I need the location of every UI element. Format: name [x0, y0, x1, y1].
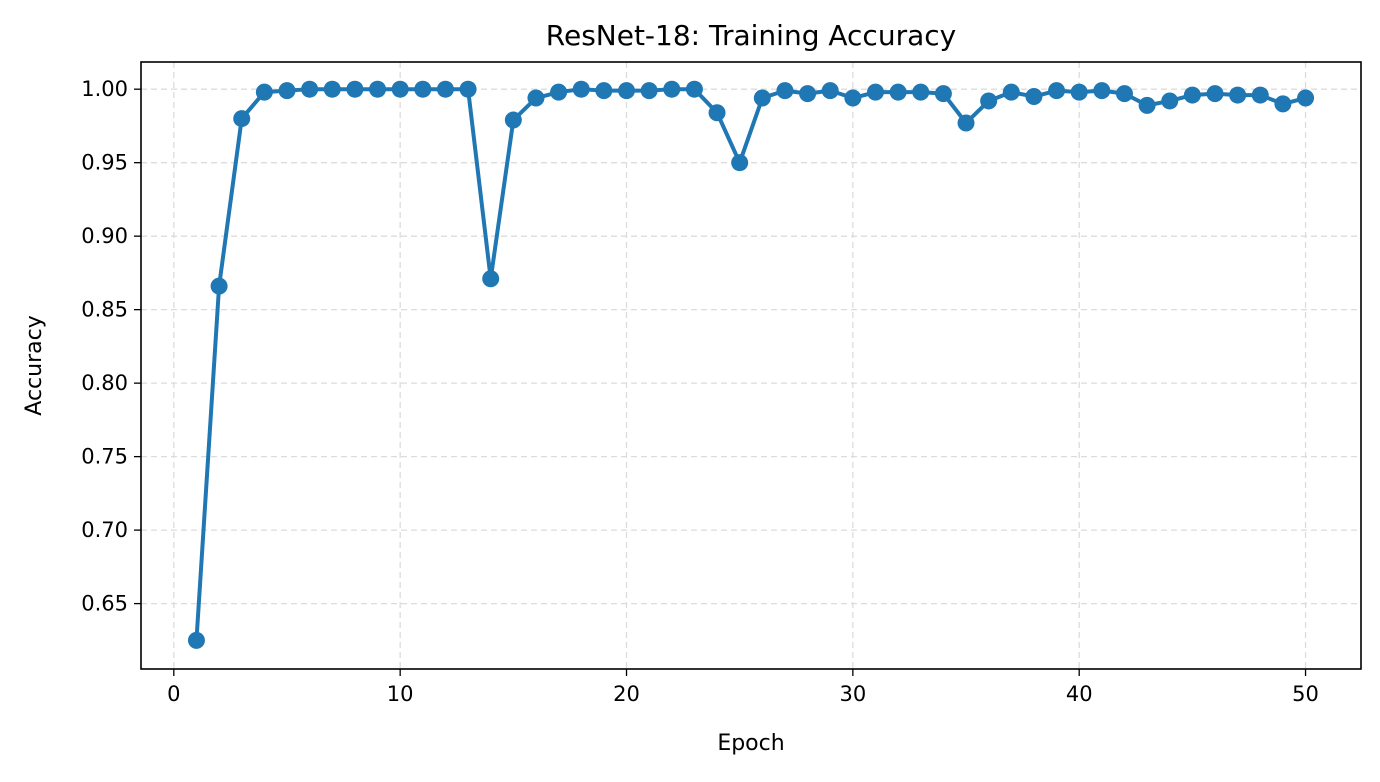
data-point — [369, 80, 387, 98]
data-point — [391, 80, 409, 98]
data-point — [1251, 86, 1269, 104]
data-point — [550, 83, 568, 101]
data-point — [346, 80, 364, 98]
axes: 0 10 20 30 40 50 0.65 0.70 0.75 0.80 0.85 0.90 0.95 1… — [81, 77, 1319, 706]
data-point — [776, 82, 794, 100]
data-point — [1048, 82, 1066, 100]
x-tick-label: 0 — [167, 682, 180, 706]
y-tick-label: 1.00 — [81, 77, 128, 101]
y-tick-label: 0.85 — [81, 298, 128, 322]
data-point — [912, 83, 930, 101]
x-tick-label: 20 — [613, 682, 640, 706]
data-point — [640, 82, 658, 100]
data-point — [210, 277, 228, 295]
data-point — [934, 85, 952, 103]
x-tick-label: 10 — [387, 682, 414, 706]
data-point — [866, 83, 884, 101]
data-point — [663, 80, 681, 98]
grid — [141, 62, 1361, 669]
x-tick-label: 50 — [1292, 682, 1319, 706]
data-point — [1229, 86, 1247, 104]
chart-title: ResNet-18: Training Accuracy — [546, 19, 956, 52]
data-point — [1206, 85, 1224, 103]
data-point — [482, 270, 500, 288]
data-point — [1025, 88, 1043, 106]
y-tick-label: 0.80 — [81, 371, 128, 395]
data-point — [731, 154, 749, 172]
data-point — [889, 83, 907, 101]
x-tick-label: 40 — [1066, 682, 1093, 706]
data-point — [1161, 92, 1179, 110]
data-point — [459, 80, 477, 98]
y-tick-label: 0.95 — [81, 151, 128, 175]
data-point — [1138, 96, 1156, 114]
data-point — [821, 82, 839, 100]
x-axis-label: Epoch — [717, 731, 784, 756]
data-point — [187, 631, 205, 649]
data-point — [844, 89, 862, 107]
data-point — [1002, 83, 1020, 101]
data-point — [1093, 82, 1111, 100]
data-point — [708, 104, 726, 122]
data-point — [1183, 86, 1201, 104]
data-point — [685, 80, 703, 98]
data-point — [1274, 95, 1292, 113]
data-point — [414, 80, 432, 98]
y-tick-label: 0.65 — [81, 592, 128, 616]
plot-frame — [140, 61, 1362, 670]
y-tick-label: 0.70 — [81, 518, 128, 542]
series-accuracy — [187, 80, 1315, 649]
data-point — [572, 80, 590, 98]
data-point — [595, 82, 613, 100]
x-tick-label: 30 — [839, 682, 866, 706]
data-point — [233, 110, 251, 128]
data-point — [436, 80, 454, 98]
data-point — [753, 89, 771, 107]
data-point — [255, 83, 273, 101]
data-point — [278, 82, 296, 100]
y-tick-label: 0.90 — [81, 224, 128, 248]
data-point — [618, 82, 636, 100]
data-point — [323, 80, 341, 98]
accuracy-line — [194, 87, 1308, 643]
y-axis-label: Accuracy — [22, 315, 47, 415]
data-point — [301, 80, 319, 98]
data-point — [1297, 89, 1315, 107]
data-point — [957, 114, 975, 132]
data-point — [799, 85, 817, 103]
data-point — [980, 92, 998, 110]
data-point — [1115, 85, 1133, 103]
y-tick-label: 0.75 — [81, 445, 128, 469]
data-point — [527, 89, 545, 107]
data-point — [504, 111, 522, 129]
data-point — [1070, 83, 1088, 101]
